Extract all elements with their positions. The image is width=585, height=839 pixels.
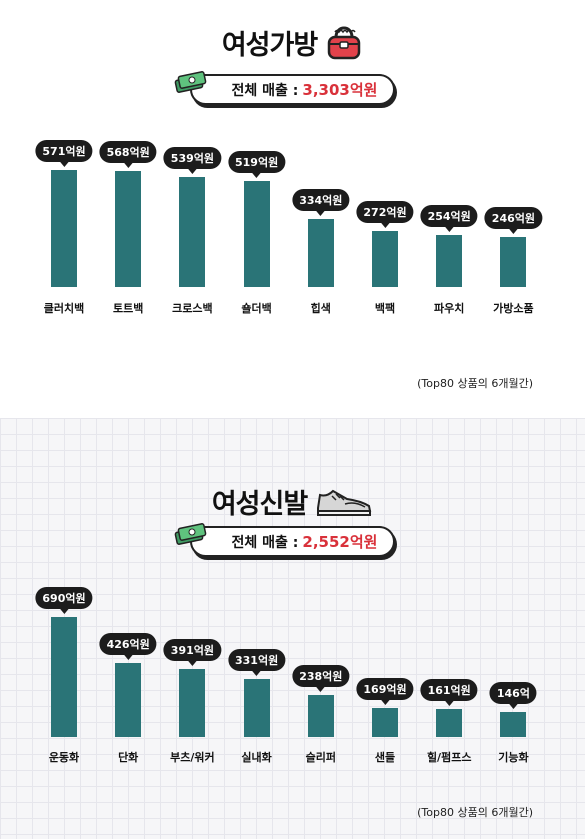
bags-total-row: 전체 매출 : 3,303억원 <box>0 71 585 105</box>
category-label: 파우치 <box>434 302 465 315</box>
bar-크로스백 <box>179 176 206 287</box>
money-icon <box>174 71 206 93</box>
category-label: 토트백 <box>113 302 144 315</box>
money-icon <box>174 523 206 545</box>
value-label: 334억원 <box>292 188 350 216</box>
category-label: 부츠/워커 <box>170 751 215 764</box>
total-sales-value: 3,303억원 <box>302 81 378 99</box>
bar-힙색 <box>307 218 334 287</box>
value-label: 161억원 <box>420 678 478 706</box>
value-label: 272억원 <box>356 201 414 229</box>
bar-숄더백 <box>243 180 270 287</box>
value-label: 690억원 <box>35 586 93 614</box>
chart-title: 여성가방 <box>221 29 318 61</box>
total-sales-value: 2,552억원 <box>302 533 378 551</box>
category-label: 숄더백 <box>241 302 272 315</box>
category-label: 힐/펌프스 <box>426 751 472 764</box>
value-label: 331억원 <box>227 649 286 677</box>
category-label: 실내화 <box>241 751 272 764</box>
bar-토트백 <box>115 170 142 287</box>
bar-부츠/워커 <box>179 668 206 737</box>
sneaker-icon <box>317 489 372 516</box>
value-label: 391억원 <box>163 638 221 666</box>
value-label: 426억원 <box>99 632 157 660</box>
value-label: 238억원 <box>292 665 350 693</box>
bar-파우치 <box>436 235 463 287</box>
bar-가방소품 <box>500 236 527 287</box>
bar-실내화 <box>243 679 270 737</box>
bar-백팩 <box>372 231 398 287</box>
bar-슬리퍼 <box>307 695 334 737</box>
bags-title-row: 여성가방 <box>0 22 585 62</box>
bar-샌들 <box>372 707 398 737</box>
chart-footnote: (Top80 상품의 6개월간) <box>417 806 533 819</box>
category-label: 운동화 <box>48 751 80 764</box>
category-label: 힙색 <box>310 302 331 315</box>
bar-단화 <box>115 662 142 737</box>
category-label: 클러치백 <box>43 302 85 315</box>
total-sales-label: 전체 매출 : <box>231 82 299 99</box>
chart-footnote: (Top80 상품의 6개월간) <box>417 377 533 390</box>
shoes-total-row: 전체 매출 : 2,552억원 <box>0 523 585 557</box>
value-label: 254억원 <box>420 205 478 233</box>
value-label: 568억원 <box>99 140 157 168</box>
category-label: 샌들 <box>374 751 396 764</box>
value-label: 169억원 <box>356 677 414 705</box>
value-label: 246억원 <box>484 206 542 234</box>
bar-기능화 <box>500 711 527 737</box>
category-label: 가방소품 <box>493 302 534 315</box>
total-sales-badge: 전체 매출 : 3,303억원 <box>174 71 396 105</box>
chart-title: 여성신발 <box>211 489 308 520</box>
handbag-icon <box>327 26 361 60</box>
value-label: 519억원 <box>227 150 286 178</box>
category-label: 슬리퍼 <box>305 751 336 764</box>
bar-클러치백 <box>51 170 77 287</box>
category-label: 크로스백 <box>172 302 213 315</box>
total-sales-label: 전체 매출 : <box>231 534 299 551</box>
category-label: 단화 <box>118 751 139 764</box>
value-label: 571억원 <box>35 140 93 168</box>
category-label: 기능화 <box>498 751 529 764</box>
value-label: 146억 <box>489 681 537 709</box>
shoes-title-row: 여성신발 <box>0 482 585 521</box>
category-label: 백팩 <box>374 302 396 315</box>
value-label: 539억원 <box>163 146 221 174</box>
bar-운동화 <box>51 616 77 737</box>
bar-힐/펌프스 <box>436 708 463 737</box>
total-sales-badge: 전체 매출 : 2,552억원 <box>174 523 396 557</box>
